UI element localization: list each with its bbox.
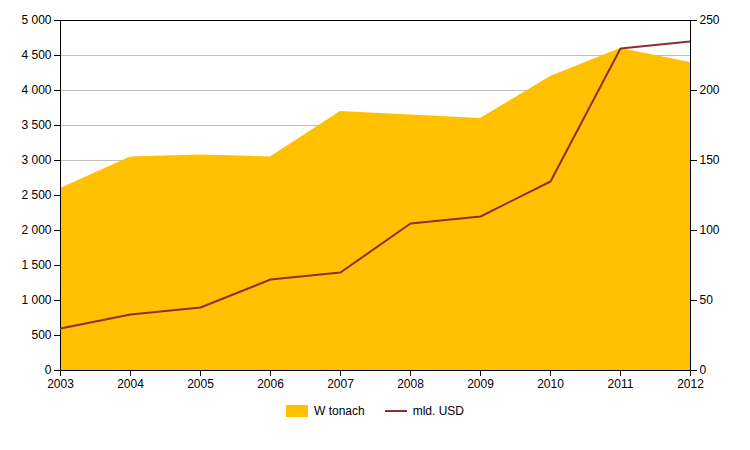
svg-text:150: 150 (700, 153, 720, 167)
svg-text:0: 0 (45, 363, 52, 377)
html-text:W tonach: W tonach (314, 404, 365, 418)
svg-text:1 500: 1 500 (21, 258, 51, 272)
svg-text:100: 100 (700, 223, 720, 237)
svg-text:2006: 2006 (257, 377, 284, 391)
svg-text:2 500: 2 500 (21, 188, 51, 202)
svg-text:2004: 2004 (117, 377, 144, 391)
svg-text:2007: 2007 (327, 377, 354, 391)
svg-text:2012: 2012 (677, 377, 704, 391)
svg-text:250: 250 (700, 13, 720, 27)
svg-text:500: 500 (31, 328, 51, 342)
svg-text:2 000: 2 000 (21, 223, 51, 237)
svg-text:200: 200 (700, 83, 720, 97)
svg-text:0: 0 (700, 363, 707, 377)
svg-text:4 500: 4 500 (21, 48, 51, 62)
svg-text:2005: 2005 (187, 377, 214, 391)
html-text:mld. USD: mld. USD (412, 404, 464, 418)
svg-text:2011: 2011 (608, 377, 634, 391)
svg-text:2009: 2009 (467, 377, 494, 391)
svg-text:2008: 2008 (397, 377, 424, 391)
svg-text:3 000: 3 000 (21, 153, 51, 167)
svg-text:4 000: 4 000 (21, 83, 51, 97)
svg-text:1 000: 1 000 (21, 293, 51, 307)
svg-text:3 500: 3 500 (21, 118, 51, 132)
svg-text:2010: 2010 (537, 377, 564, 391)
svg-text:50: 50 (700, 293, 714, 307)
svg-text:5 000: 5 000 (21, 13, 51, 27)
svg-text:2003: 2003 (47, 377, 74, 391)
